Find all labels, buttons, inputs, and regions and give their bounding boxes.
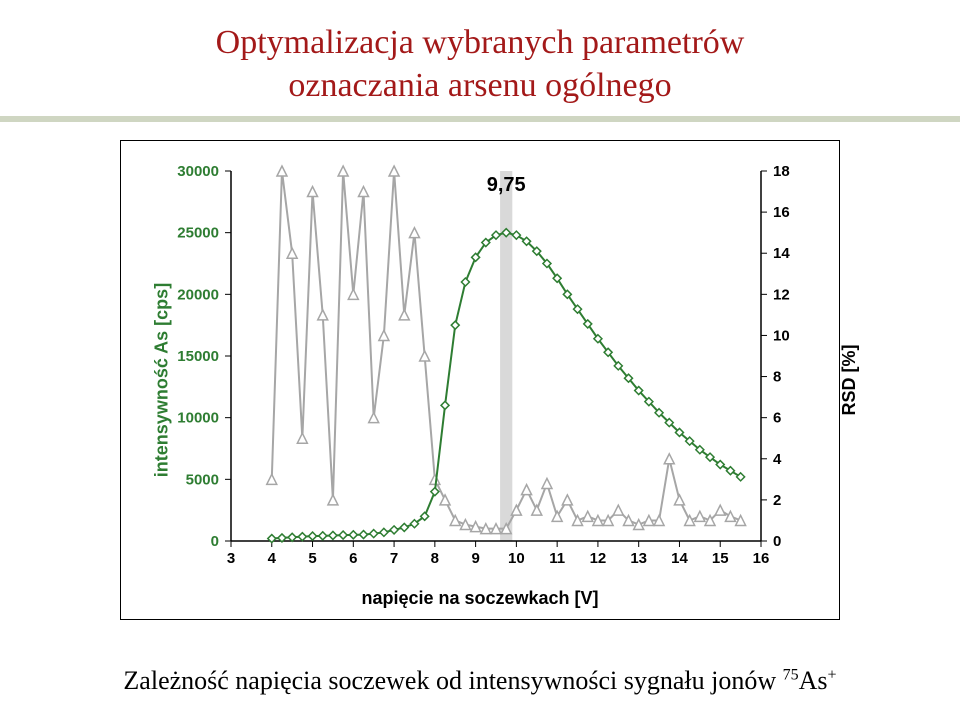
svg-text:11: 11 — [549, 550, 565, 567]
svg-text:9,75: 9,75 — [487, 174, 526, 196]
svg-text:0: 0 — [211, 533, 219, 550]
caption-prefix: Zależność napięcia soczewek od intensywn… — [123, 666, 782, 695]
svg-text:5: 5 — [308, 550, 316, 567]
svg-text:15: 15 — [712, 550, 729, 567]
svg-text:16: 16 — [773, 204, 790, 221]
svg-text:5000: 5000 — [186, 471, 219, 488]
slide-caption: Zależność napięcia soczewek od intensywn… — [0, 666, 960, 696]
svg-text:12: 12 — [773, 286, 790, 303]
svg-text:18: 18 — [773, 163, 790, 180]
svg-text:4: 4 — [268, 550, 277, 567]
svg-text:30000: 30000 — [177, 163, 219, 180]
svg-text:10: 10 — [773, 327, 790, 344]
svg-text:8: 8 — [431, 550, 439, 567]
svg-text:13: 13 — [630, 550, 647, 567]
title-line-1: Optymalizacja wybranych parametrów — [216, 24, 745, 61]
svg-text:6: 6 — [773, 410, 781, 427]
svg-text:20000: 20000 — [177, 286, 219, 303]
chart-container: intensywność As [cps] RSD [%] napięcie n… — [120, 140, 840, 620]
svg-text:15000: 15000 — [177, 348, 219, 365]
svg-text:14: 14 — [773, 245, 790, 262]
svg-text:0: 0 — [773, 533, 781, 550]
svg-text:7: 7 — [390, 550, 398, 567]
y-axis-right-label: RSD [%] — [839, 345, 860, 416]
svg-text:12: 12 — [590, 550, 607, 567]
caption-element: As — [799, 666, 828, 695]
title-line-2: oznaczania arsenu ogólnego — [288, 67, 671, 104]
title-underline — [0, 116, 960, 122]
svg-text:3: 3 — [227, 550, 235, 567]
slide-title: Optymalizacja wybranych parametrów oznac… — [0, 22, 960, 107]
svg-text:25000: 25000 — [177, 225, 219, 242]
caption-mass: 75 — [783, 666, 799, 683]
svg-text:8: 8 — [773, 369, 781, 386]
slide: Optymalizacja wybranych parametrów oznac… — [0, 0, 960, 716]
svg-text:14: 14 — [671, 550, 688, 567]
svg-text:4: 4 — [773, 451, 782, 468]
svg-text:10: 10 — [508, 550, 525, 567]
svg-text:16: 16 — [753, 550, 770, 567]
chart-svg: 0 5000 10000 15000 20000 25000 30000 0 2 4 6 8 10 12 1… — [121, 141, 839, 619]
caption-charge: + — [828, 666, 837, 683]
svg-text:10000: 10000 — [177, 410, 219, 427]
svg-text:2: 2 — [773, 492, 781, 509]
svg-text:9: 9 — [471, 550, 479, 567]
svg-text:6: 6 — [349, 550, 357, 567]
